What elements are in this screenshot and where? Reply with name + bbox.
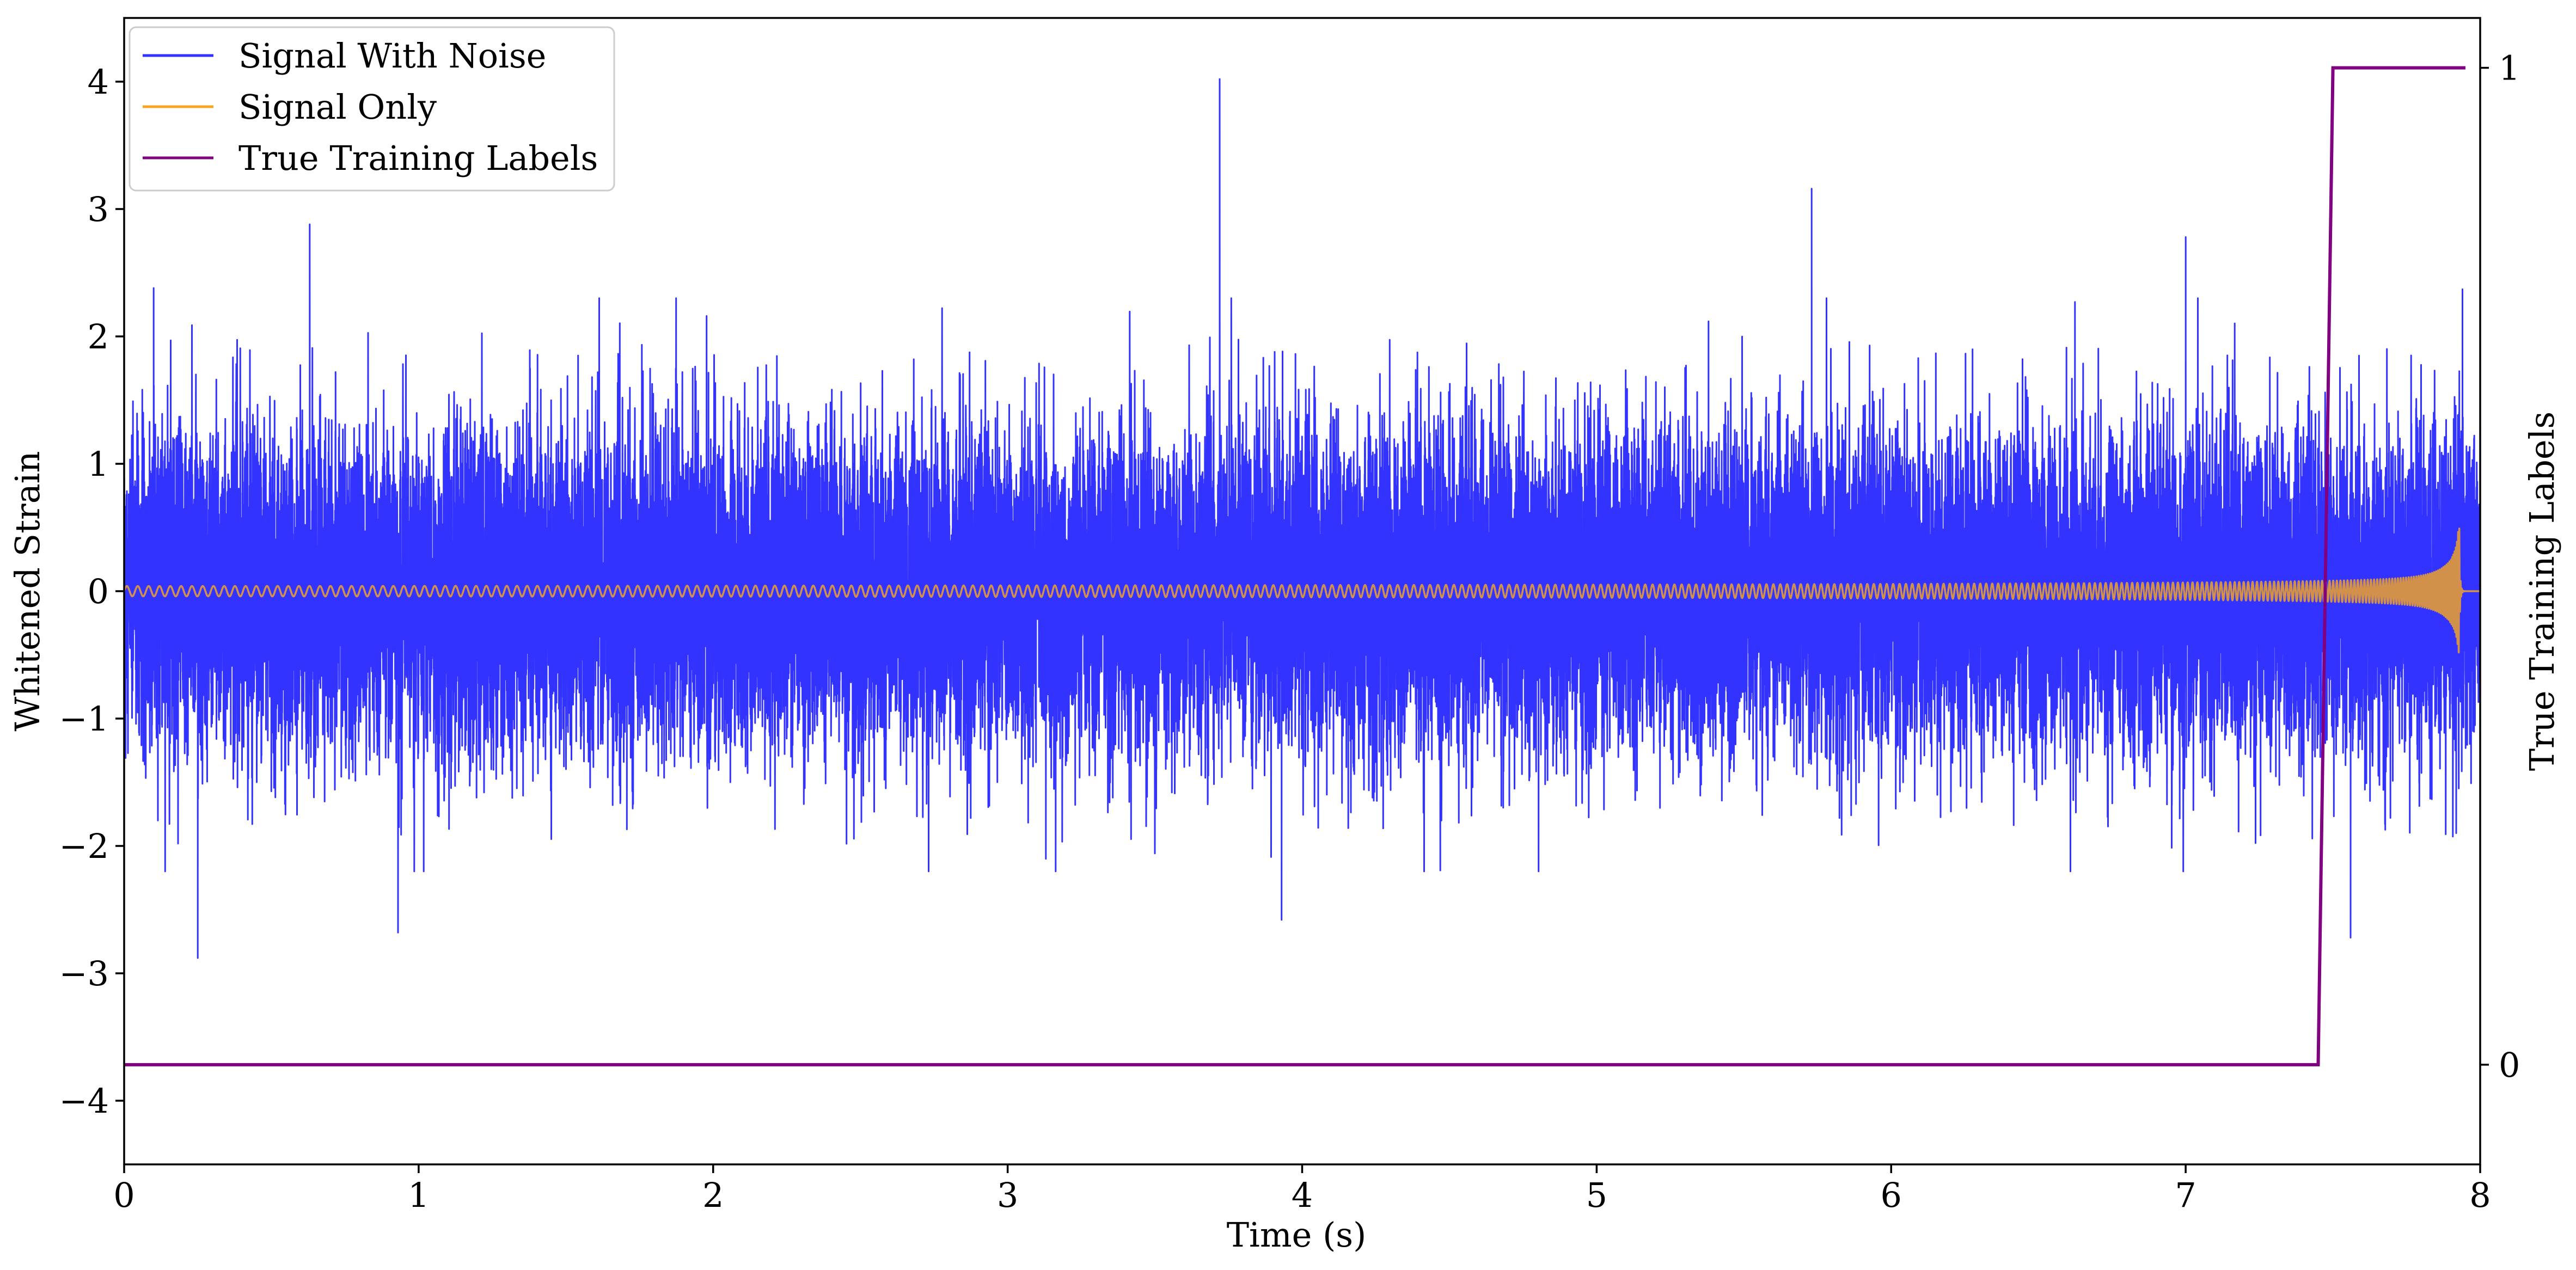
- y-axis-label: Whitened Strain: [8, 451, 47, 732]
- x-axis: 0 1 2 3 4 5 6 7 8: [113, 1164, 2491, 1215]
- x-tick-label: 1: [408, 1175, 429, 1215]
- series-line-true-training-labels: [124, 66, 2465, 1066]
- legend-label-signal-with-noise: Signal With Noise: [238, 36, 546, 76]
- legend-box: [129, 26, 615, 192]
- series-layer: [124, 66, 2480, 1066]
- legend: Signal With Noise Signal Only True Train…: [129, 26, 615, 192]
- x-tick-label: 4: [1292, 1175, 1313, 1215]
- x-tick-label: 3: [997, 1175, 1018, 1215]
- legend-label-signal-only: Signal Only: [238, 87, 437, 127]
- y-tick-label: −2: [59, 826, 109, 866]
- series-line-signal-with-noise: [124, 78, 2480, 959]
- y-axis-left: 4 3 2 1 0 −1 −2 −3 −4: [59, 62, 124, 1121]
- y2-tick-label: 0: [2499, 1045, 2520, 1085]
- x-tick-label: 8: [2469, 1175, 2491, 1215]
- legend-label-true-training-labels: True Training Labels: [238, 138, 598, 178]
- x-tick-label: 5: [1586, 1175, 1607, 1215]
- x-tick-label: 0: [113, 1175, 134, 1215]
- y-axis-right: 10: [2480, 48, 2520, 1085]
- series-line-signal-only: [124, 527, 2480, 654]
- y2-tick-label: 1: [2499, 48, 2520, 88]
- y-tick-label: −1: [59, 699, 109, 739]
- x-tick-label: 6: [1881, 1175, 1902, 1215]
- y-tick-label: 2: [88, 317, 109, 357]
- y2-axis-label: True Training Labels: [2522, 412, 2562, 771]
- y-tick-label: 4: [88, 62, 109, 102]
- y-tick-label: −3: [59, 954, 109, 993]
- x-tick-label: 2: [702, 1175, 724, 1215]
- y-tick-label: 1: [88, 444, 109, 484]
- y-tick-label: 0: [88, 572, 109, 611]
- y-tick-label: 3: [88, 189, 109, 229]
- x-tick-label: 7: [2175, 1175, 2196, 1215]
- y-tick-label: −4: [59, 1081, 109, 1121]
- x-axis-label: Time (s): [1227, 1215, 1367, 1255]
